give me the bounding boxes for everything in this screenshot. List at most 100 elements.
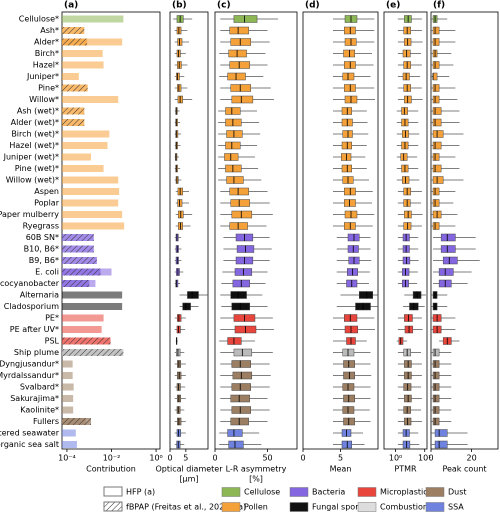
row-label: Ryegrass <box>23 222 59 231</box>
x-tick-label: 0 <box>428 454 433 463</box>
bar <box>62 50 103 57</box>
row-label: Poplar <box>34 199 60 208</box>
box <box>231 360 251 368</box>
panel-title: (b) <box>172 1 187 11</box>
box <box>231 383 251 391</box>
box <box>228 440 244 449</box>
box <box>432 199 440 207</box>
legend-label: Bacteria <box>312 488 345 497</box>
box <box>227 337 242 345</box>
bar <box>62 15 124 23</box>
legend-swatch <box>289 487 309 497</box>
row-label: Hazel* <box>33 61 59 70</box>
bar <box>62 441 77 448</box>
x-tick-label: 10⁻⁴ <box>58 454 76 463</box>
row-label: Paper mulberry <box>0 210 59 219</box>
box <box>432 222 440 230</box>
bar-hatch <box>62 257 97 264</box>
legend-label: fBPAP (Freitas et al., 2022) (a) <box>126 503 246 512</box>
bar <box>62 130 110 138</box>
axis-label: Contribution <box>86 465 136 474</box>
box <box>232 371 253 380</box>
x-tick-label: 0 <box>212 454 217 463</box>
box <box>233 348 253 357</box>
row-label: Alternaria <box>20 291 59 300</box>
bar-hatch <box>62 268 101 276</box>
bar <box>62 199 119 207</box>
box <box>438 268 454 276</box>
bar <box>62 429 76 437</box>
x-tick-label: 10¹ <box>418 454 431 463</box>
box <box>224 153 239 161</box>
row-label: B9, B6* <box>29 256 59 265</box>
row-label: Ash* <box>40 26 59 35</box>
box <box>432 417 440 426</box>
bar <box>62 165 104 172</box>
panel-title: (e) <box>386 1 400 11</box>
row-label: Sakurajima* <box>10 394 59 403</box>
bar <box>62 360 73 368</box>
axis-label: Mean <box>330 465 352 474</box>
bar-hatch <box>62 84 88 92</box>
row-label: PE* <box>45 314 59 323</box>
box <box>432 38 440 46</box>
panel-title: (d) <box>305 1 320 11</box>
bar <box>62 326 102 333</box>
row-label: B10, B6* <box>24 245 59 254</box>
box <box>230 199 250 207</box>
bar <box>62 211 123 218</box>
panel-title: (c) <box>217 1 231 11</box>
box <box>432 141 442 150</box>
row-label: Aspen <box>34 187 59 196</box>
legend-label: Cellulose <box>244 488 280 497</box>
bar-hatch <box>62 349 124 356</box>
box <box>432 84 440 92</box>
box <box>440 233 456 242</box>
bar-hatch <box>62 107 85 115</box>
bar <box>62 291 123 299</box>
box <box>432 406 440 414</box>
panel-frame <box>430 11 499 450</box>
row-label: Fullers <box>33 417 59 426</box>
row-label: Cladosporium <box>4 302 59 311</box>
box <box>432 176 444 184</box>
row-label: Picocyanobacter <box>0 279 60 288</box>
row-label: Inorganic sea salt <box>0 440 59 449</box>
box <box>432 153 440 161</box>
bar <box>62 61 104 69</box>
box <box>230 417 249 426</box>
legend-label: SSA <box>448 503 464 512</box>
panel-frame <box>302 11 379 450</box>
bar-hatch <box>62 119 85 126</box>
bar <box>62 153 91 161</box>
bar <box>62 372 73 379</box>
bar-hatch <box>62 38 88 46</box>
bar-hatch <box>62 337 111 345</box>
row-label: Birch* <box>35 49 59 58</box>
panel-frame <box>383 11 428 450</box>
bar-hatch <box>62 280 90 287</box>
bar-hatch <box>62 234 94 241</box>
box <box>227 429 243 437</box>
row-label: PE after UV* <box>10 325 59 334</box>
box <box>225 164 242 173</box>
panel-frame <box>169 11 209 450</box>
row-label: Juniper* <box>26 72 59 81</box>
box <box>432 348 440 357</box>
legend-swatch <box>221 502 241 512</box>
box <box>434 440 448 449</box>
box <box>228 49 247 58</box>
legend-swatch <box>357 502 377 512</box>
bar <box>62 96 119 103</box>
box <box>432 26 440 35</box>
legend-swatch <box>103 501 123 512</box>
row-label: Pine (wet)* <box>15 164 59 173</box>
box <box>432 383 440 391</box>
legend-swatch <box>425 502 445 512</box>
box <box>432 130 444 138</box>
panel-frame <box>61 11 161 450</box>
box <box>432 95 440 104</box>
legend-label: HFP (a) <box>126 488 155 497</box>
bar <box>62 383 74 391</box>
